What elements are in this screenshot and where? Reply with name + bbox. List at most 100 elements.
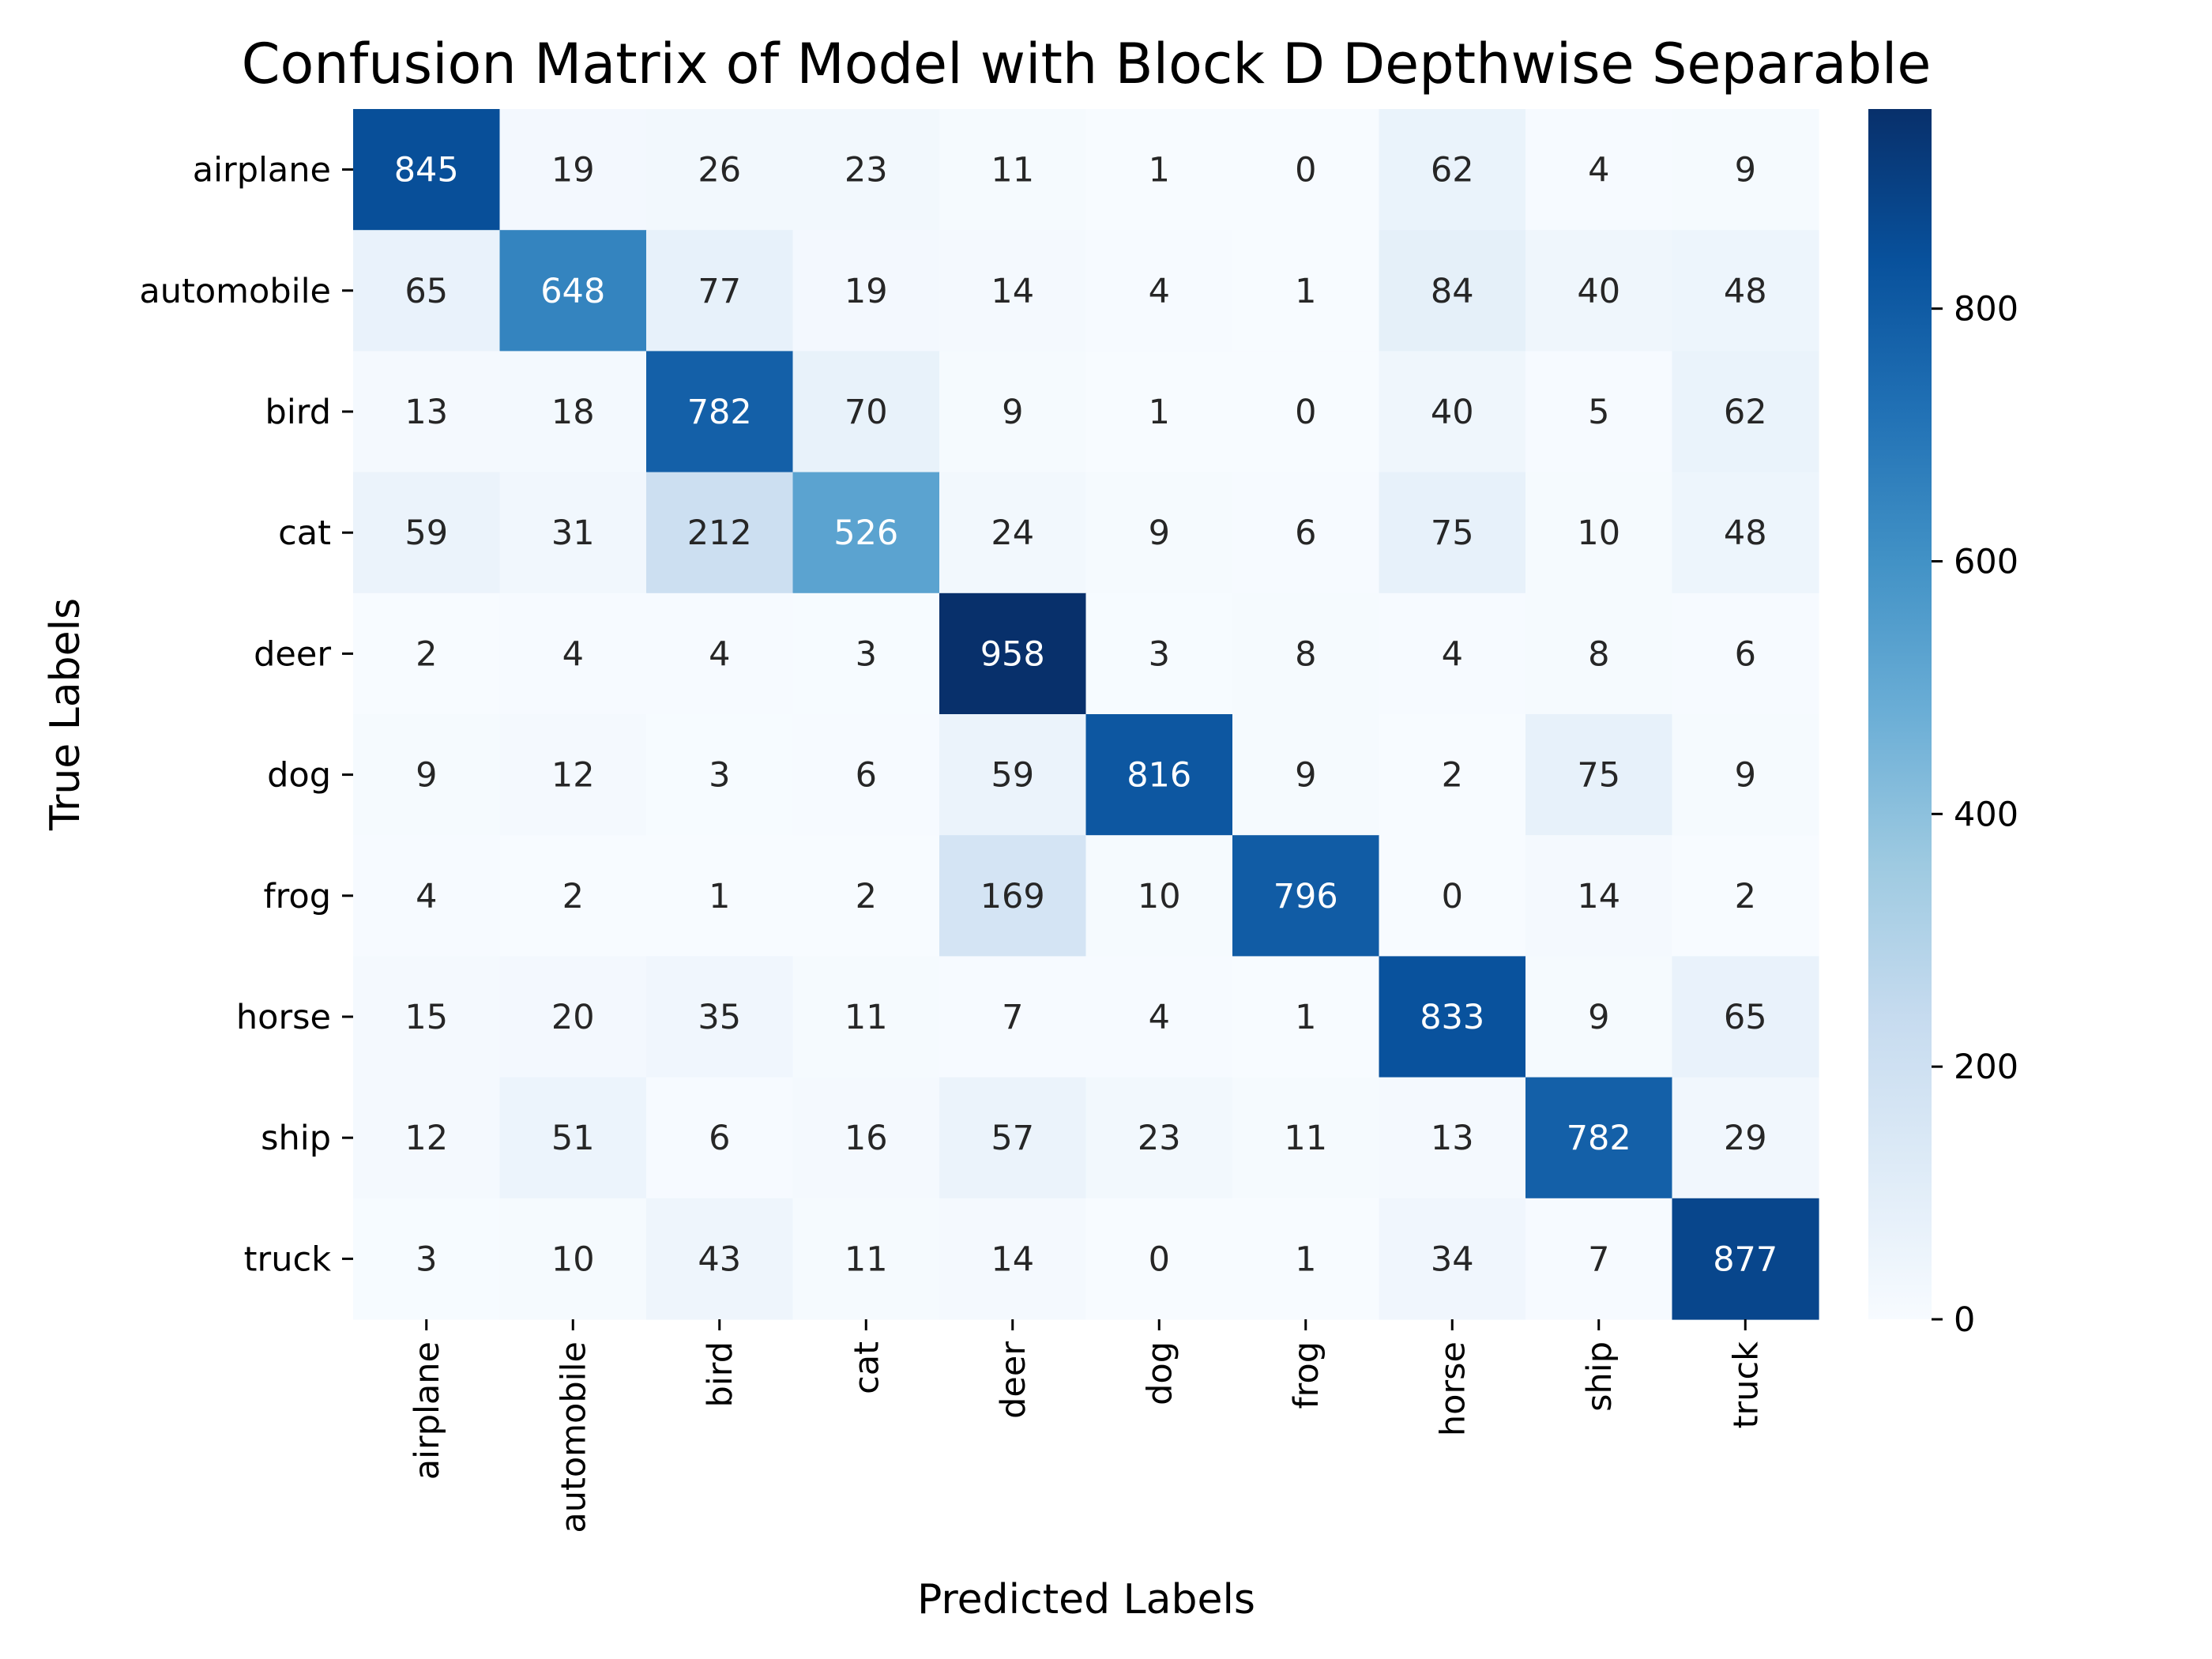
heatmap-cell: [353, 472, 501, 594]
heatmap-cell: [646, 835, 794, 957]
heatmap-cell: [792, 1198, 940, 1320]
cell-value-label: 26: [698, 151, 741, 190]
heatmap-cell: [939, 1198, 1087, 1320]
cell-value-label: 19: [845, 272, 888, 311]
colorbar: [1868, 109, 1932, 1319]
heatmap-cell: [353, 230, 501, 352]
cell-value-label: 0: [1295, 151, 1316, 190]
cell-value-label: 4: [1149, 998, 1170, 1037]
cell-value-label: 29: [1724, 1119, 1767, 1158]
cell-value-label: 48: [1724, 272, 1767, 311]
cell-value-label: 9: [1002, 393, 1023, 432]
heatmap-cell: [792, 592, 940, 715]
y-axis-ticks: airplane automobile bird cat deer dog frog hors…: [139, 151, 353, 1279]
heatmap-cell: [353, 1077, 501, 1199]
heatmap-cell: [1232, 230, 1380, 352]
heatmap-cell: [646, 230, 794, 352]
cell-value-label: 14: [991, 272, 1034, 311]
heatmap-cell: [792, 230, 940, 352]
cell-value-label: 75: [1577, 756, 1620, 796]
heatmap-cell: [353, 351, 501, 473]
heatmap-cell: [646, 592, 794, 715]
heatmap-cell: [353, 109, 501, 231]
heatmap-cell: [939, 835, 1087, 957]
heatmap-cell: [1525, 592, 1673, 715]
heatmap-cell: [1525, 1198, 1673, 1320]
heatmap-cell: [1085, 956, 1233, 1078]
cell-value-label: 34: [1431, 1240, 1474, 1279]
cell-value-label: 1: [1295, 998, 1316, 1037]
heatmap-cell: [1379, 835, 1526, 957]
heatmap-cell: [1232, 592, 1380, 715]
cell-value-label: 8: [1588, 634, 1609, 674]
heatmap-cell: [792, 835, 940, 957]
cell-value-label: 958: [980, 634, 1045, 674]
cell-value-label: 0: [1442, 877, 1463, 916]
heatmap-cell: [499, 230, 647, 352]
cell-value-label: 6: [1735, 634, 1756, 674]
cell-value-label: 75: [1431, 514, 1474, 553]
cell-value-label: 1: [1295, 272, 1316, 311]
cell-value-label: 816: [1127, 756, 1191, 796]
cell-value-label: 70: [845, 393, 888, 432]
heatmap-cell: [499, 472, 647, 594]
chart-title: Confusion Matrix of Model with Block D D…: [242, 32, 1932, 96]
heatmap-cell: [1379, 592, 1526, 715]
heatmap-cell: [792, 472, 940, 594]
cell-value-label: 2: [856, 877, 877, 916]
cell-value-label: 2: [562, 877, 584, 916]
heatmap-cell: [1085, 592, 1233, 715]
heatmap-cell: [1085, 1198, 1233, 1320]
cell-value-label: 62: [1431, 151, 1474, 190]
y-tick-label: horse: [236, 998, 331, 1037]
heatmap-cell: [499, 714, 647, 836]
heatmap-cell: [1672, 109, 1819, 231]
cell-value-label: 9: [1295, 756, 1316, 796]
y-tick-label: automobile: [139, 272, 331, 311]
cell-value-label: 4: [416, 877, 437, 916]
heatmap-cell: [646, 1077, 794, 1199]
heatmap-cell: [939, 472, 1087, 594]
cell-value-label: 35: [698, 998, 741, 1037]
y-tick-label: airplane: [193, 151, 331, 190]
cell-value-label: 10: [1577, 514, 1620, 553]
heatmap-cell: [499, 1198, 647, 1320]
heatmap-cell: [499, 1077, 647, 1199]
cell-value-label: 648: [540, 272, 605, 311]
heatmap-cell: [1232, 109, 1380, 231]
cell-value-label: 8: [1295, 634, 1316, 674]
cell-value-label: 6: [1295, 514, 1316, 553]
colorbar-tick-label: 800: [1954, 290, 2018, 329]
heatmap-cell: [939, 351, 1087, 473]
cell-value-label: 31: [551, 514, 595, 553]
cell-value-label: 9: [1735, 756, 1756, 796]
heatmap-cell: [353, 956, 501, 1078]
cell-value-label: 10: [551, 1240, 595, 1279]
heatmap-cell: [1232, 1198, 1380, 1320]
cell-value-label: 1: [709, 877, 730, 916]
x-axis-ticks: airplane automobile bird cat deer dog frog hors…: [408, 1319, 1766, 1533]
x-tick-label: truck: [1726, 1341, 1766, 1428]
colorbar-tick-label: 200: [1954, 1048, 2018, 1087]
cell-value-label: 11: [1284, 1119, 1327, 1158]
heatmap-cell: [1672, 956, 1819, 1078]
x-tick-label: ship: [1580, 1341, 1620, 1412]
cell-value-label: 12: [404, 1119, 448, 1158]
heatmap-cell: [1232, 1077, 1380, 1199]
cell-value-label: 3: [1149, 634, 1170, 674]
heatmap-cell: [1525, 230, 1673, 352]
heatmap-cell: [1085, 230, 1233, 352]
cell-value-label: 9: [1735, 151, 1756, 190]
heatmap-cell: [939, 592, 1087, 715]
heatmap-cell: [792, 956, 940, 1078]
heatmap-cell: [1525, 1077, 1673, 1199]
heatmap-cell: [499, 351, 647, 473]
heatmap-cell: [646, 1198, 794, 1320]
heatmap-cell: [792, 351, 940, 473]
heatmap-cell: [1379, 109, 1526, 231]
heatmap-cell: [939, 714, 1087, 836]
heatmap-cell: [646, 956, 794, 1078]
heatmap-cell: [1672, 835, 1819, 957]
x-tick-label: deer: [994, 1341, 1033, 1419]
cell-value-label: 4: [709, 634, 730, 674]
